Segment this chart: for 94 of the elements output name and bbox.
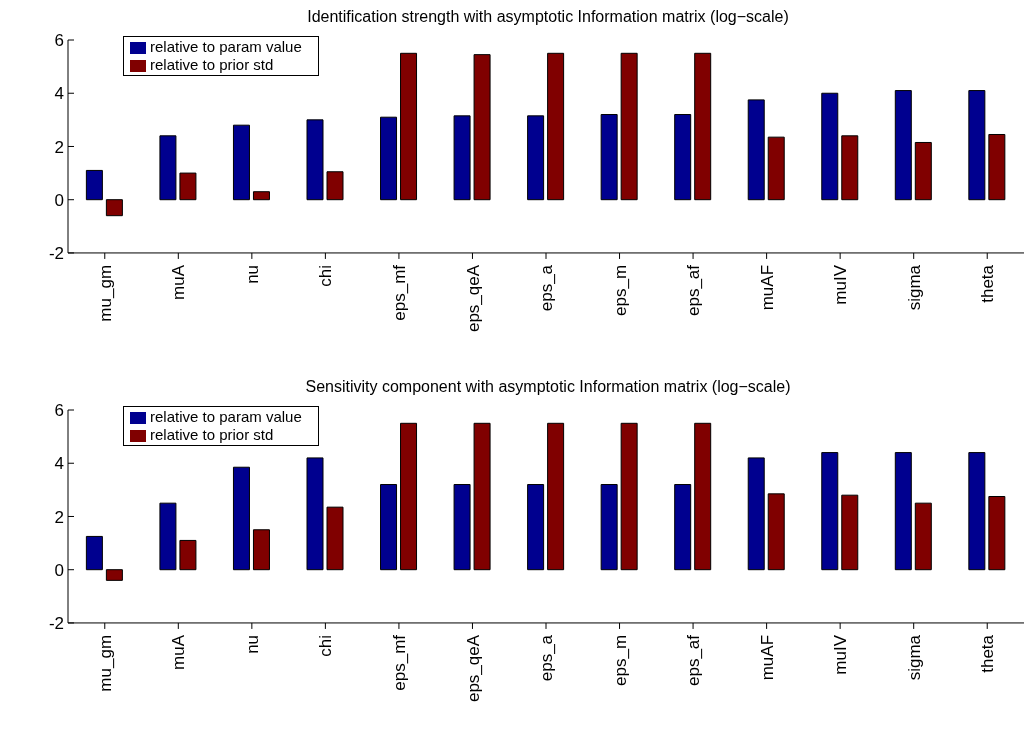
- bar: [547, 52, 565, 201]
- bar: [326, 171, 344, 201]
- bar: [306, 457, 324, 571]
- x-tick-label: theta: [978, 264, 998, 303]
- bar: [85, 535, 103, 571]
- legend-label: relative to prior std: [150, 56, 274, 74]
- bar: [694, 52, 712, 201]
- bar: [453, 115, 471, 201]
- bar: [767, 493, 785, 571]
- legend-label: relative to param value: [150, 408, 302, 425]
- x-tick-label: sigma: [904, 634, 924, 681]
- bar: [232, 124, 250, 201]
- bar: [600, 484, 618, 571]
- bar: [620, 422, 638, 571]
- bar: [380, 484, 398, 571]
- bar: [821, 92, 839, 201]
- bar: [988, 496, 1006, 571]
- x-tick-label: chi: [316, 634, 336, 657]
- bar: [306, 119, 324, 201]
- x-tick-label: eps_qeA: [463, 264, 483, 333]
- bar: [674, 484, 692, 571]
- x-tick-label: nu: [242, 634, 262, 654]
- bar: [252, 529, 270, 571]
- bar: [473, 54, 491, 201]
- bar: [473, 422, 491, 571]
- x-tick-label: eps_af: [684, 264, 704, 316]
- bar: [968, 452, 986, 571]
- x-tick-label: muA: [169, 634, 189, 670]
- bar: [747, 457, 765, 571]
- bar: [326, 506, 344, 571]
- bar: [547, 422, 565, 571]
- bar: [400, 52, 418, 201]
- bar: [527, 115, 545, 201]
- y-tick-label: 0: [54, 190, 64, 210]
- bar: [380, 116, 398, 201]
- x-tick-label: muA: [169, 264, 189, 300]
- bar: [159, 135, 177, 201]
- x-tick-label: eps_mf: [389, 634, 409, 691]
- bar: [894, 452, 912, 571]
- x-tick-label: nu: [242, 264, 262, 284]
- x-tick-label: eps_qeA: [463, 634, 483, 703]
- y-tick-label: 2: [54, 507, 64, 527]
- bar: [179, 172, 197, 201]
- bar: [600, 114, 618, 201]
- bar: [453, 484, 471, 571]
- chart-title: Identification strength with asymptotic Information matrix (log−scale): [306, 8, 790, 27]
- y-tick-label: 0: [54, 560, 64, 580]
- x-tick-label: muIV: [831, 264, 851, 305]
- x-tick-label: eps_mf: [389, 264, 409, 321]
- x-tick-label: theta: [978, 634, 998, 673]
- y-tick-label: -2: [48, 613, 64, 633]
- bar: [968, 90, 986, 201]
- y-tick-label: 4: [54, 454, 64, 474]
- bar: [179, 539, 197, 571]
- x-tick-label: eps_a: [537, 634, 557, 682]
- bar: [914, 141, 932, 201]
- bar: [527, 484, 545, 571]
- x-tick-label: mu_gm: [95, 264, 115, 322]
- y-tick-label: -2: [48, 243, 64, 263]
- bar: [694, 422, 712, 571]
- x-tick-label: muAF: [757, 264, 777, 311]
- bar: [841, 135, 859, 201]
- x-tick-label: muIV: [831, 634, 851, 675]
- bar: [894, 90, 912, 201]
- x-tick-label: muAF: [757, 634, 777, 681]
- bar: [988, 133, 1006, 201]
- y-tick-label: 4: [54, 84, 64, 104]
- x-tick-label: mu_gm: [95, 634, 115, 692]
- chart-title: Sensitivity component with asymptotic Information matrix (log−scale): [304, 378, 792, 397]
- bar: [747, 99, 765, 201]
- legend-label: relative to prior std: [150, 426, 274, 444]
- y-tick-label: 2: [54, 137, 64, 157]
- bar: [841, 494, 859, 571]
- x-tick-label: eps_m: [610, 634, 630, 686]
- x-tick-label: eps_af: [684, 634, 704, 686]
- legend-label: relative to param value: [150, 38, 302, 55]
- bar: [674, 114, 692, 201]
- bar: [400, 422, 418, 571]
- bar: [767, 136, 785, 201]
- bar: [105, 199, 123, 217]
- bar: [914, 502, 932, 571]
- bar: [252, 191, 270, 201]
- y-tick-label: 6: [54, 31, 64, 51]
- bar: [821, 452, 839, 571]
- x-tick-label: eps_a: [537, 264, 557, 312]
- y-tick-label: 6: [54, 401, 64, 421]
- bar: [105, 569, 123, 581]
- bar: [85, 169, 103, 201]
- x-tick-label: sigma: [904, 264, 924, 311]
- x-tick-label: eps_m: [610, 264, 630, 316]
- bar: [620, 52, 638, 201]
- bar: [159, 502, 177, 571]
- bar: [232, 466, 250, 571]
- x-tick-label: chi: [316, 264, 336, 287]
